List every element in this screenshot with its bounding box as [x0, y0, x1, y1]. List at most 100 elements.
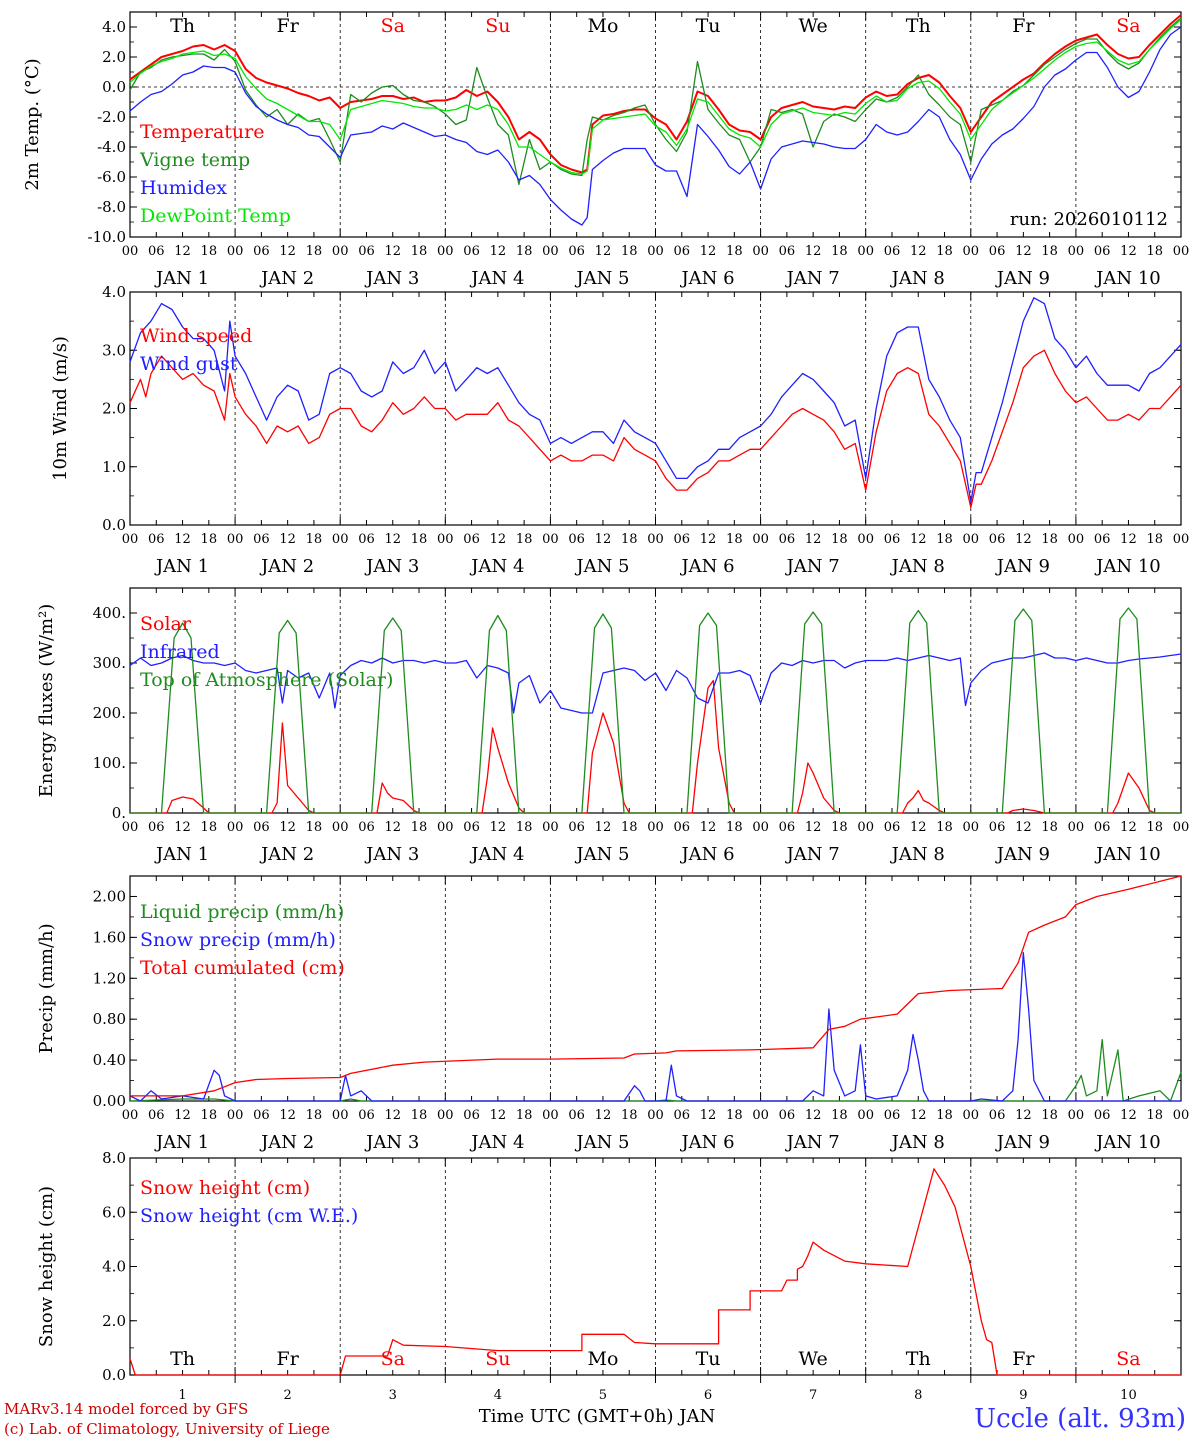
precip-hour-label: 12: [1120, 1108, 1137, 1123]
precip-series-total-cumulated-cm-: [130, 875, 1182, 1097]
temp-date-label: JAN 8: [890, 268, 945, 289]
temp-ytick-label: -8.0: [97, 198, 126, 216]
energy-legend-item: Infrared: [140, 641, 220, 663]
precip-ylabel: Precip (mm/h): [36, 923, 57, 1053]
wind-series-wind-gust: [129, 297, 1182, 503]
temp-hour-label: 06: [1094, 244, 1111, 259]
snow-day-name: Mo: [587, 1348, 618, 1370]
precip-hour-label: 12: [910, 1108, 927, 1123]
energy-hour-label: 18: [726, 820, 743, 835]
energy-hour-label: 06: [884, 820, 901, 835]
wind-ytick-label: 1.0: [102, 458, 126, 476]
wind-hour-label: 00: [122, 532, 139, 547]
snow-series-snow-height-cm-: [129, 1168, 1181, 1376]
wind-hour-label: 06: [1094, 532, 1111, 547]
precip-hour-label: 18: [201, 1108, 218, 1123]
wind-hour-label: 06: [779, 532, 796, 547]
wind-hour-label: 12: [279, 532, 296, 547]
precip-date-label: JAN 10: [1094, 1132, 1161, 1153]
temp-ytick-label: 0.0: [102, 78, 126, 96]
precip-date-label: JAN 8: [890, 1132, 945, 1153]
wind-ytick-label: 4.0: [102, 283, 126, 301]
temp-date-label: JAN 5: [574, 268, 629, 289]
temp-hour-label: 00: [332, 244, 349, 259]
precip-legend-item: Liquid precip (mm/h): [140, 901, 344, 923]
precip-ytick-label: 1.60: [93, 928, 126, 946]
temp-hour-label: 12: [595, 244, 612, 259]
energy-hour-label: 00: [122, 820, 139, 835]
temp-hour-label: 00: [857, 244, 874, 259]
temp-day-name: Su: [485, 15, 510, 37]
energy-hour-label: 18: [306, 820, 323, 835]
temp-hour-label: 18: [936, 244, 953, 259]
temp-ytick-label: -6.0: [97, 168, 126, 186]
energy-date-label: JAN 7: [785, 844, 840, 865]
snow-ytick-label: 4.0: [102, 1258, 126, 1276]
precip-hour-label: 12: [1015, 1108, 1032, 1123]
wind-hour-label: 00: [647, 532, 664, 547]
precip-hour-label: 00: [1173, 1108, 1190, 1123]
temp-hour-label: 00: [1068, 244, 1085, 259]
snow-ylabel: Snow height (cm): [36, 1186, 57, 1347]
energy-hour-label: 18: [1146, 820, 1163, 835]
temp-hour-label: 06: [779, 244, 796, 259]
energy-hour-label: 00: [857, 820, 874, 835]
precip-hour-label: 06: [463, 1108, 480, 1123]
wind-hour-label: 12: [595, 532, 612, 547]
temp-date-label: JAN 3: [364, 268, 419, 289]
temp-day-name: Sa: [381, 15, 405, 37]
wind-ylabel: 10m Wind (m/s): [50, 336, 71, 481]
snow-day-number: 2: [284, 1388, 292, 1403]
energy-hour-label: 12: [910, 820, 927, 835]
precip-hour-label: 06: [674, 1108, 691, 1123]
precip-series-snow-precip-mm-h-: [129, 952, 1181, 1102]
precip-hour-label: 06: [253, 1108, 270, 1123]
snow-day-number: 4: [494, 1388, 502, 1403]
energy-date-label: JAN 4: [469, 844, 524, 865]
precip-ytick-label: 0.40: [93, 1051, 126, 1069]
wind-date-label: JAN 3: [364, 556, 419, 577]
temp-hour-label: 06: [568, 244, 585, 259]
temp-hour-label: 12: [700, 244, 717, 259]
precip-hour-label: 00: [857, 1108, 874, 1123]
energy-hour-label: 18: [411, 820, 428, 835]
energy-hour-label: 00: [227, 820, 244, 835]
temp-hour-label: 06: [253, 244, 270, 259]
precip-legend-item: Total cumulated (cm): [140, 957, 345, 979]
temp-day-name: Fr: [1012, 15, 1035, 37]
energy-hour-label: 12: [279, 820, 296, 835]
wind-hour-label: 00: [227, 532, 244, 547]
precip-hour-label: 00: [332, 1108, 349, 1123]
energy-ylabel: Energy fluxes (W/m²): [36, 604, 57, 798]
precip-hour-label: 06: [148, 1108, 165, 1123]
wind-hour-label: 06: [358, 532, 375, 547]
energy-hour-label: 06: [568, 820, 585, 835]
precip-hour-label: 18: [831, 1108, 848, 1123]
snow-day-name: Th: [906, 1348, 931, 1370]
energy-hour-label: 18: [621, 820, 638, 835]
wind-ytick-label: 3.0: [102, 341, 126, 359]
temp-hour-label: 12: [1120, 244, 1137, 259]
energy-hour-label: 12: [700, 820, 717, 835]
energy-date-label: JAN 8: [890, 844, 945, 865]
snow-ytick-label: 0.0: [102, 1366, 126, 1384]
energy-hour-label: 06: [253, 820, 270, 835]
temp-date-label: JAN 4: [469, 268, 524, 289]
precip-ytick-label: 0.80: [93, 1010, 126, 1028]
energy-hour-label: 06: [358, 820, 375, 835]
snow-day-number: 10: [1120, 1388, 1137, 1403]
precip-hour-label: 00: [437, 1108, 454, 1123]
precip-hour-label: 18: [1041, 1108, 1058, 1123]
snow-ytick-label: 2.0: [102, 1312, 126, 1330]
wind-series-wind-speed: [129, 349, 1182, 509]
energy-ytick-label: 0.: [112, 804, 126, 822]
temp-hour-label: 12: [279, 244, 296, 259]
wind-hour-label: 12: [700, 532, 717, 547]
precip-hour-label: 18: [306, 1108, 323, 1123]
wind-date-label: JAN 8: [890, 556, 945, 577]
precip-hour-label: 06: [1094, 1108, 1111, 1123]
energy-date-label: JAN 2: [259, 844, 314, 865]
x-axis-title: Time UTC (GMT+0h) JAN: [478, 1406, 716, 1427]
wind-hour-label: 00: [437, 532, 454, 547]
wind-hour-label: 06: [989, 532, 1006, 547]
